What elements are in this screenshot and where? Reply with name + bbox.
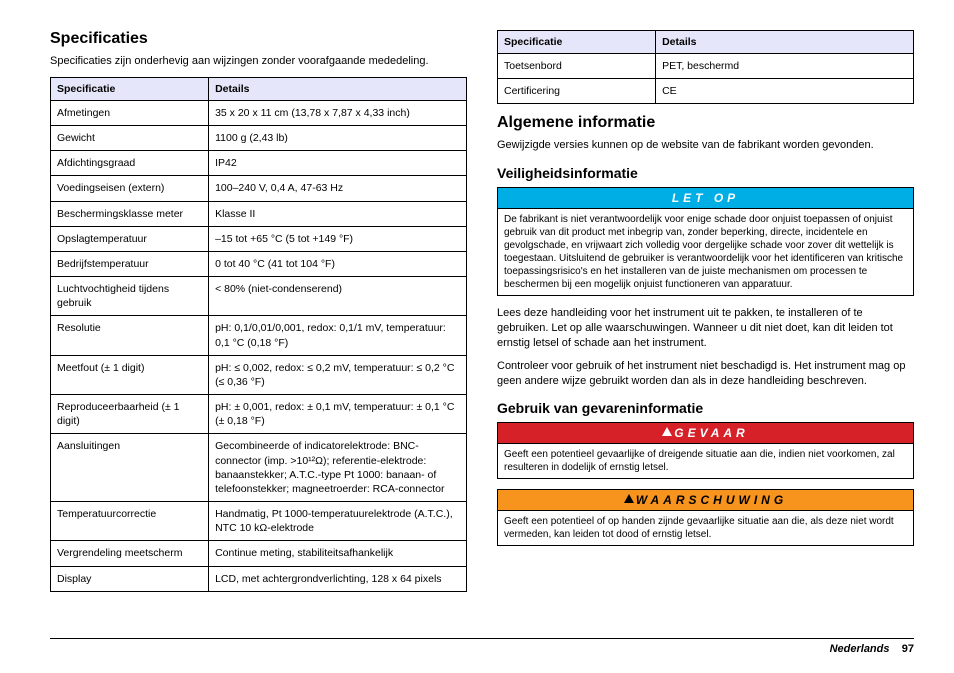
cell-spec: Toetsenbord xyxy=(498,54,656,79)
table-row: ResolutiepH: 0,1/0,01/0,001, redox: 0,1/… xyxy=(51,316,467,355)
general-heading: Algemene informatie xyxy=(497,114,914,132)
th-details: Details xyxy=(656,31,914,54)
cell-detail: 1100 g (2,43 lb) xyxy=(209,126,467,151)
cell-spec: Temperatuurcorrectie xyxy=(51,502,209,541)
table-row: Luchtvochtigheid tijdens gebruik< 80% (n… xyxy=(51,277,467,316)
cell-spec: Opslagtemperatuur xyxy=(51,226,209,251)
footer-lang: Nederlands xyxy=(830,643,890,655)
cell-spec: Beschermingsklasse meter xyxy=(51,201,209,226)
cell-detail: IP42 xyxy=(209,151,467,176)
safety-para-1: Lees deze handleiding voor het instrumen… xyxy=(497,306,914,351)
cell-spec: Aansluitingen xyxy=(51,434,209,502)
cell-spec: Gewicht xyxy=(51,126,209,151)
cell-detail: Continue meting, stabiliteitsafhankelijk xyxy=(209,541,467,566)
cell-spec: Reproduceerbaarheid (± 1 digit) xyxy=(51,395,209,434)
danger-header: GEVAAR xyxy=(498,423,913,444)
spec-table-left: Specificatie Details Afmetingen35 x 20 x… xyxy=(50,77,467,592)
table-row: AfdichtingsgraadIP42 xyxy=(51,151,467,176)
cell-spec: Afmetingen xyxy=(51,100,209,125)
cell-spec: Bedrijfstemperatuur xyxy=(51,251,209,276)
table-row: DisplayLCD, met achtergrondverlichting, … xyxy=(51,566,467,591)
cell-spec: Vergrendeling meetscherm xyxy=(51,541,209,566)
cell-spec: Afdichtingsgraad xyxy=(51,151,209,176)
cell-detail: PET, beschermd xyxy=(656,54,914,79)
cell-detail: 35 x 20 x 11 cm (13,78 x 7,87 x 4,33 inc… xyxy=(209,100,467,125)
th-spec: Specificatie xyxy=(498,31,656,54)
cell-spec: Luchtvochtigheid tijdens gebruik xyxy=(51,277,209,316)
page-columns: Specificaties Specificaties zijn onderhe… xyxy=(50,30,914,620)
table-row: Gewicht1100 g (2,43 lb) xyxy=(51,126,467,151)
danger-body: Geeft een potentieel gevaarlijke of drei… xyxy=(498,444,913,478)
warning-body: Geeft een potentieel of op handen zijnde… xyxy=(498,511,913,545)
table-row: Meetfout (± 1 digit)pH: ≤ 0,002, redox: … xyxy=(51,355,467,394)
danger-box: GEVAAR Geeft een potentieel gevaarlijke … xyxy=(497,422,914,479)
page-footer: Nederlands 97 xyxy=(50,638,914,655)
warning-icon xyxy=(624,494,634,503)
table-row: CertificeringCE xyxy=(498,79,914,104)
general-para: Gewijzigde versies kunnen op de website … xyxy=(497,138,914,153)
hazard-heading: Gebruik van gevareninformatie xyxy=(497,400,914,416)
table-row: Opslagtemperatuur–15 tot +65 °C (5 tot +… xyxy=(51,226,467,251)
warning-header: WAARSCHUWING xyxy=(498,490,913,511)
table-row: ToetsenbordPET, beschermd xyxy=(498,54,914,79)
notice-box: LET OP De fabrikant is niet verantwoorde… xyxy=(497,187,914,296)
safety-heading: Veiligheidsinformatie xyxy=(497,165,914,181)
warning-title: WAARSCHUWING xyxy=(636,493,787,507)
safety-para-2: Controleer voor gebruik of het instrumen… xyxy=(497,359,914,389)
right-column: Specificatie Details ToetsenbordPET, bes… xyxy=(497,30,914,620)
cell-spec: Certificering xyxy=(498,79,656,104)
cell-detail: pH: ≤ 0,002, redox: ≤ 0,2 mV, temperatuu… xyxy=(209,355,467,394)
cell-spec: Voedingseisen (extern) xyxy=(51,176,209,201)
notice-body: De fabrikant is niet verantwoordelijk vo… xyxy=(498,209,913,295)
table-row: AansluitingenGecombineerde of indicatore… xyxy=(51,434,467,502)
cell-detail: 100–240 V, 0,4 A, 47-63 Hz xyxy=(209,176,467,201)
cell-spec: Meetfout (± 1 digit) xyxy=(51,355,209,394)
spec-intro: Specificaties zijn onderhevig aan wijzin… xyxy=(50,54,467,69)
cell-detail: pH: 0,1/0,01/0,001, redox: 0,1/1 mV, tem… xyxy=(209,316,467,355)
table-row: Voedingseisen (extern)100–240 V, 0,4 A, … xyxy=(51,176,467,201)
table-row: Afmetingen35 x 20 x 11 cm (13,78 x 7,87 … xyxy=(51,100,467,125)
notice-header: LET OP xyxy=(498,188,913,209)
cell-detail: CE xyxy=(656,79,914,104)
cell-detail: < 80% (niet-condenserend) xyxy=(209,277,467,316)
th-details: Details xyxy=(209,77,467,100)
table-row: Reproduceerbaarheid (± 1 digit)pH: ± 0,0… xyxy=(51,395,467,434)
cell-detail: Klasse II xyxy=(209,201,467,226)
table-row: Bedrijfstemperatuur0 tot 40 °C (41 tot 1… xyxy=(51,251,467,276)
table-row: Beschermingsklasse meterKlasse II xyxy=(51,201,467,226)
cell-detail: 0 tot 40 °C (41 tot 104 °F) xyxy=(209,251,467,276)
table-row: Vergrendeling meetschermContinue meting,… xyxy=(51,541,467,566)
cell-spec: Display xyxy=(51,566,209,591)
cell-detail: LCD, met achtergrondverlichting, 128 x 6… xyxy=(209,566,467,591)
th-spec: Specificatie xyxy=(51,77,209,100)
cell-spec: Resolutie xyxy=(51,316,209,355)
cell-detail: Gecombineerde of indicatorelektrode: BNC… xyxy=(209,434,467,502)
footer-page: 97 xyxy=(902,643,914,655)
cell-detail: Handmatig, Pt 1000-temperatuurelektrode … xyxy=(209,502,467,541)
left-column: Specificaties Specificaties zijn onderhe… xyxy=(50,30,467,620)
warning-icon xyxy=(662,427,672,436)
cell-detail: pH: ± 0,001, redox: ± 0,1 mV, temperatuu… xyxy=(209,395,467,434)
spec-heading: Specificaties xyxy=(50,30,467,48)
spec-table-right: Specificatie Details ToetsenbordPET, bes… xyxy=(497,30,914,104)
warning-box: WAARSCHUWING Geeft een potentieel of op … xyxy=(497,489,914,546)
table-row: TemperatuurcorrectieHandmatig, Pt 1000-t… xyxy=(51,502,467,541)
cell-detail: –15 tot +65 °C (5 tot +149 °F) xyxy=(209,226,467,251)
danger-title: GEVAAR xyxy=(674,426,748,440)
